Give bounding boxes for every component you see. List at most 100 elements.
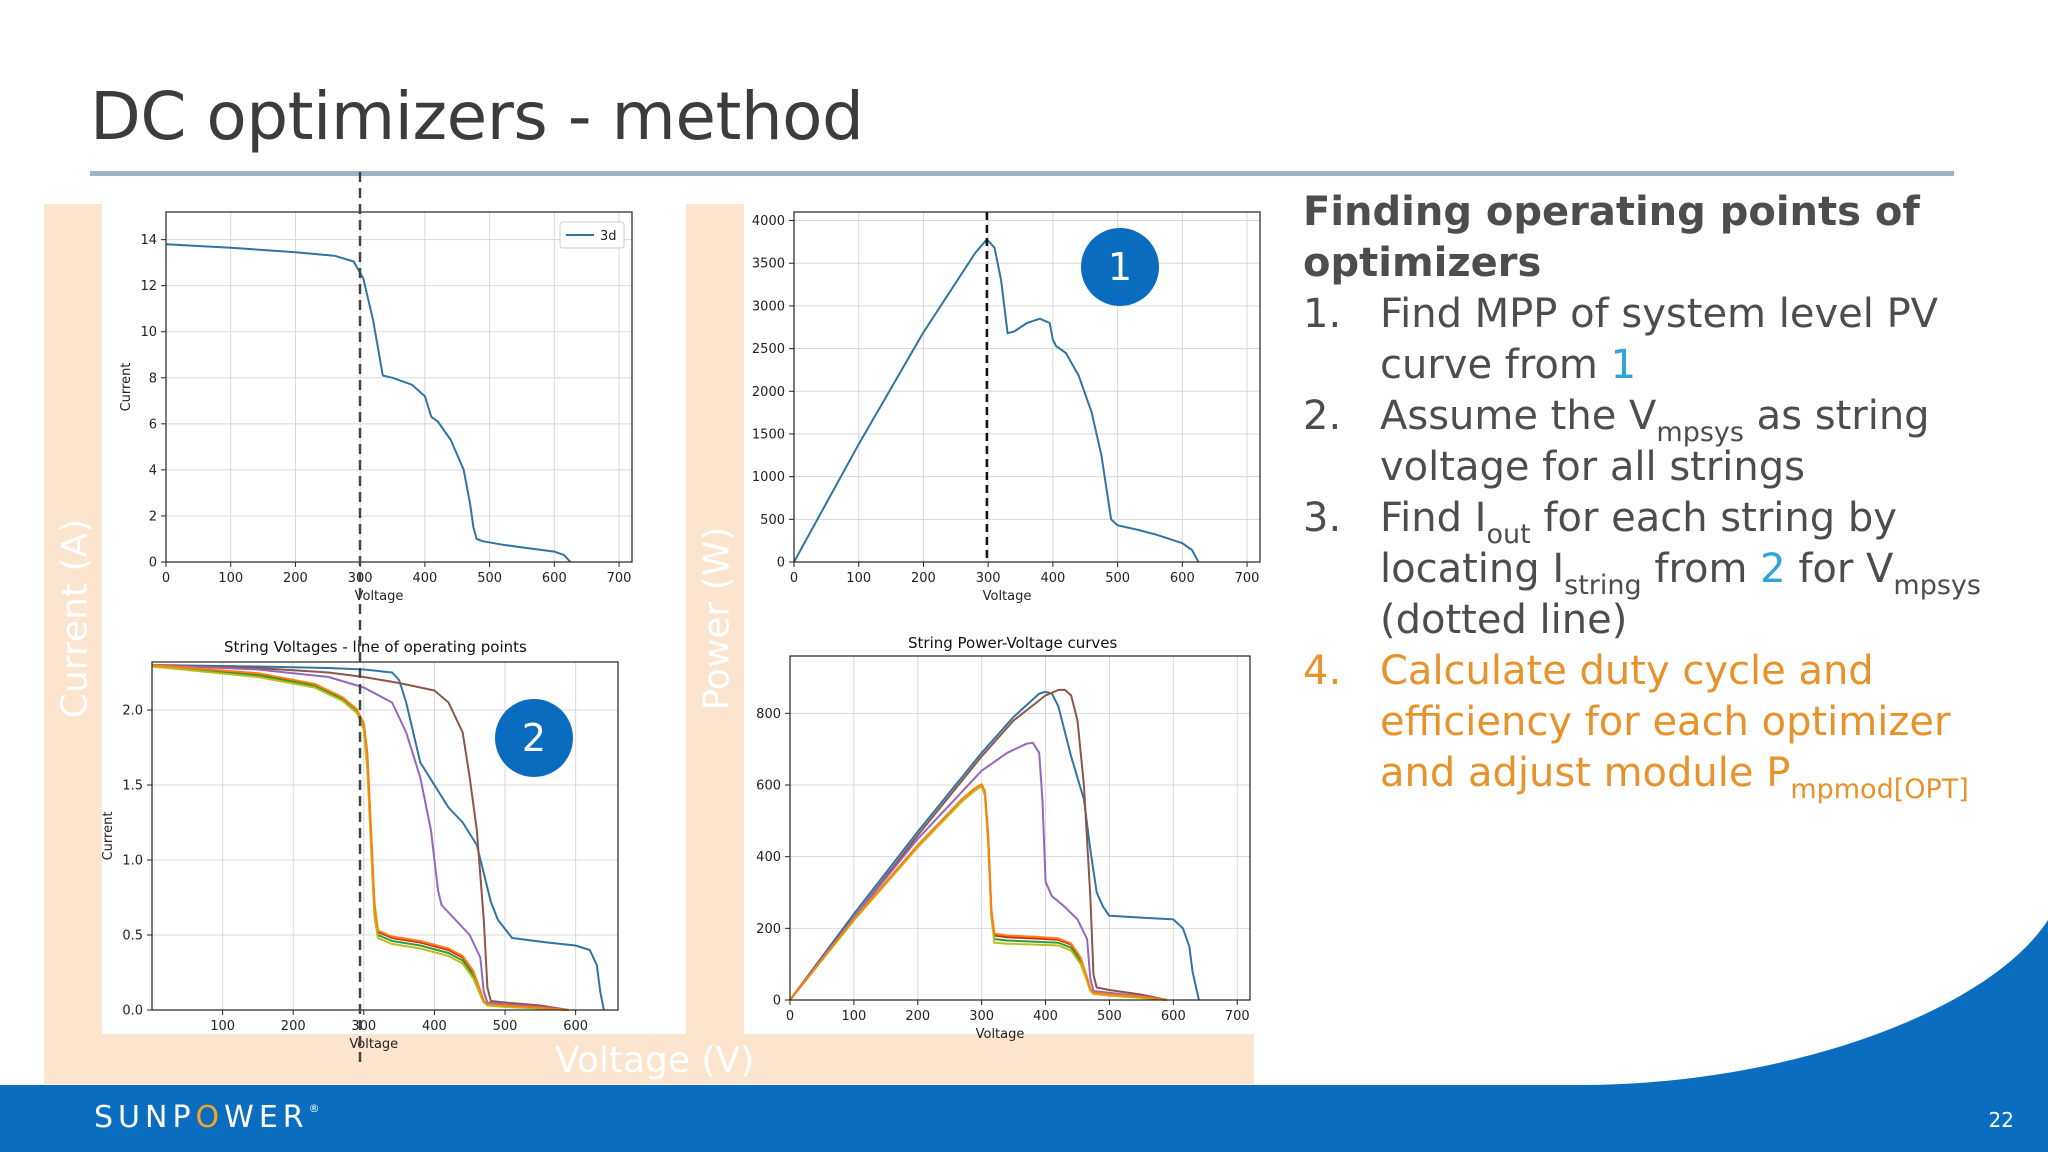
logo-text: SUNP xyxy=(94,1100,196,1135)
x-tick-label: 100 xyxy=(210,1019,235,1034)
x-tick-label: 600 xyxy=(542,571,567,586)
x-tick-label: 500 xyxy=(477,571,502,586)
y-tick-label: 800 xyxy=(756,707,781,722)
x-tick-label: 200 xyxy=(283,571,308,586)
x-tick-label: 700 xyxy=(1235,571,1260,586)
x-tick-label: 200 xyxy=(281,1019,306,1034)
x-tick-label: 200 xyxy=(905,1009,930,1024)
x-tick-label: 400 xyxy=(1040,571,1065,586)
method-heading: Finding operating points of optimizers xyxy=(1303,189,1920,286)
step-text: Find MPP of system level PV curve from xyxy=(1380,291,1939,388)
series-line xyxy=(151,664,605,1011)
y-tick-label: 1.0 xyxy=(122,854,143,869)
x-tick-label: 100 xyxy=(846,571,871,586)
x-tick-label: 0 xyxy=(786,1009,794,1024)
x-tick-label: 700 xyxy=(1225,1009,1250,1024)
step-1: 1. Find MPP of system level PV curve from… xyxy=(1303,289,2023,391)
x-tick-label: 300 xyxy=(976,571,1001,586)
y-tick-label: 0 xyxy=(777,556,785,571)
y-tick-label: 3500 xyxy=(752,257,785,272)
step-number: 3. xyxy=(1303,495,1342,541)
step-2: 2. Assume the Vmpsys as string voltage fo… xyxy=(1303,391,2023,493)
slide-title: DC optimizers - method xyxy=(90,78,864,155)
x-tick-label: 400 xyxy=(412,571,437,586)
y-tick-label: 2500 xyxy=(752,342,785,357)
string-pv-title: String Power-Voltage curves xyxy=(908,634,1118,652)
step-subscript: mpsys xyxy=(1893,570,1981,601)
y-tick-label: 2.0 xyxy=(122,704,143,719)
legend-label: 3d xyxy=(600,229,617,244)
step-ref: 2 xyxy=(1760,546,1786,592)
series-line xyxy=(793,238,1200,563)
y-tick-label: 0 xyxy=(773,994,781,1009)
x-tick-label: 500 xyxy=(493,1019,518,1034)
y-tick-label: 500 xyxy=(760,513,785,528)
x-axis-title: Voltage xyxy=(976,1027,1025,1042)
step-text: for V xyxy=(1785,546,1894,592)
current-axis-band xyxy=(44,204,102,1036)
x-tick-label: 400 xyxy=(1033,1009,1058,1024)
y-tick-label: 2000 xyxy=(752,385,785,400)
step-text: from xyxy=(1641,546,1761,592)
x-tick-label: 600 xyxy=(1170,571,1195,586)
series-line xyxy=(789,688,1168,1001)
voltage-axis-label: Voltage (V) xyxy=(555,1040,755,1081)
step-4: 4. Calculate duty cycle and efficiency fo… xyxy=(1303,646,2023,803)
callout-1: 1 xyxy=(1081,228,1159,306)
step-text: for each string by locating I xyxy=(1380,495,1897,592)
x-tick-label: 500 xyxy=(1097,1009,1122,1024)
x-axis-title: Voltage xyxy=(349,1037,398,1052)
y-tick-label: 12 xyxy=(140,279,157,294)
plot-frame xyxy=(165,211,633,563)
step-subscript: mpmod[OPT] xyxy=(1790,774,1969,805)
x-axis-title: Voltage xyxy=(983,589,1032,604)
x-tick-label: 0 xyxy=(790,571,798,586)
method-steps-panel: Finding operating points of optimizers 1… xyxy=(1303,187,2023,803)
series-line xyxy=(151,664,569,1011)
step-text: (dotted line) xyxy=(1380,597,1628,643)
string-iv-title: String Voltages - line of operating poin… xyxy=(224,638,527,656)
plot-frame xyxy=(789,655,1251,1001)
plot-frame xyxy=(793,211,1261,563)
step-number: 4. xyxy=(1303,648,1342,694)
logo-o: O xyxy=(195,1100,225,1135)
y-tick-label: 600 xyxy=(756,779,781,794)
x-tick-label: 700 xyxy=(607,571,632,586)
y-axis-title: Power xyxy=(744,808,748,848)
y-tick-label: 1500 xyxy=(752,427,785,442)
y-tick-label: 0.0 xyxy=(122,1004,143,1019)
step-ref: 1 xyxy=(1610,342,1637,388)
step-number: 2. xyxy=(1303,393,1342,439)
x-tick-label: 600 xyxy=(563,1019,588,1034)
step-number: 1. xyxy=(1303,291,1342,337)
plot-frame xyxy=(151,661,619,1011)
series-line xyxy=(789,785,1167,1001)
page-number: 22 xyxy=(1988,1108,2014,1132)
y-tick-label: 0.5 xyxy=(122,929,143,944)
logo-text: WER xyxy=(224,1100,309,1135)
callout-2: 2 xyxy=(495,699,573,777)
x-tick-label: 300 xyxy=(969,1009,994,1024)
system-pv-chart: 0 100 200 300 400 500 600 700 0 500 1000 1500 2000 25… xyxy=(744,211,1261,604)
step-3: 3. Find Iout for each string by locating … xyxy=(1303,493,2023,646)
y-tick-label: 3000 xyxy=(752,299,785,314)
system-iv-chart: 010020030040050060070002468101214Voltage… xyxy=(119,211,633,604)
step-text: Find I xyxy=(1380,495,1487,541)
x-tick-label: 100 xyxy=(841,1009,866,1024)
y-axis-title: Power xyxy=(744,367,748,407)
y-tick-label: 10 xyxy=(140,325,157,340)
y-tick-label: 6 xyxy=(149,417,157,432)
step-text: Calculate duty cycle and efficiency for … xyxy=(1380,648,1951,796)
y-tick-label: 1.5 xyxy=(122,779,143,794)
sunpower-logo: SUNPOWER® xyxy=(94,1100,320,1135)
series-line xyxy=(165,243,572,563)
series-line xyxy=(151,664,569,1011)
y-axis-title: Current xyxy=(102,812,116,861)
step-text: Assume the V xyxy=(1380,393,1657,439)
y-tick-label: 400 xyxy=(756,850,781,865)
power-axis-band xyxy=(686,204,744,1036)
y-tick-label: 8 xyxy=(149,371,157,386)
x-tick-label: 600 xyxy=(1161,1009,1186,1024)
x-tick-label: 100 xyxy=(218,571,243,586)
